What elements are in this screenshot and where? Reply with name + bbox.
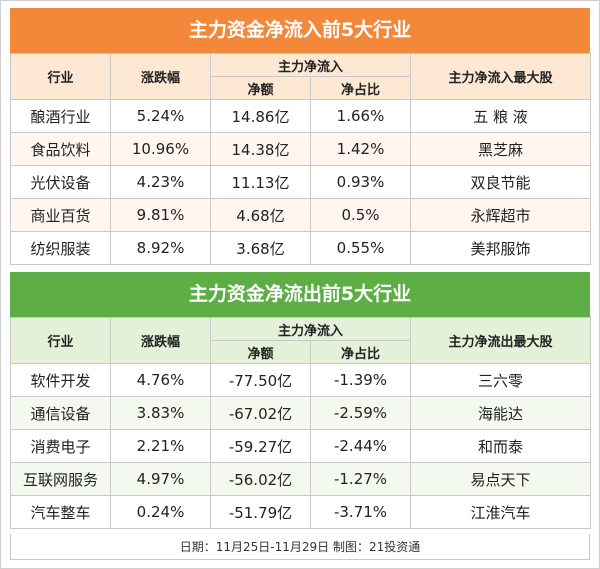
outflow-title: 主力资金净流出前5大行业 [10, 272, 590, 317]
top-stock-cell: 海能达 [410, 396, 592, 430]
ratio-cell: -2.59% [309, 396, 412, 430]
amount-cell: -59.27亿 [210, 429, 311, 463]
footer-note: 日期：11月25日-11月29日 制图：21投资通 [10, 534, 590, 560]
inflow-title: 主力资金净流入前5大行业 [10, 8, 590, 53]
header-amount: 净额 [210, 76, 311, 100]
top-stock-cell: 和而泰 [410, 429, 592, 463]
change-cell: 4.76% [110, 363, 211, 397]
header-industry: 行业 [10, 317, 111, 364]
table-row: 消费电子 2.21% -59.27亿 -2.44% 和而泰 [10, 429, 592, 463]
top-stock-cell: 江淮汽车 [410, 495, 592, 529]
industry-cell: 通信设备 [10, 396, 111, 430]
header-top-stock: 主力净流出最大股 [410, 317, 592, 364]
ratio-cell: -1.39% [309, 363, 412, 397]
amount-cell: -77.50亿 [210, 363, 311, 397]
inflow-table: 行业 涨跌幅 主力净流入 主力净流入最大股 净额 净占比 酿酒行业 5.24% … [10, 53, 592, 265]
industry-cell: 汽车整车 [10, 495, 111, 529]
ratio-cell: 1.66% [309, 99, 412, 133]
amount-cell: 4.68亿 [210, 198, 311, 232]
table-row: 通信设备 3.83% -67.02亿 -2.59% 海能达 [10, 396, 592, 430]
change-cell: 3.83% [110, 396, 211, 430]
table-row: 纺织服装 8.92% 3.68亿 0.55% 美邦服饰 [10, 231, 592, 265]
industry-cell: 酿酒行业 [10, 99, 111, 133]
ratio-cell: 1.42% [309, 132, 412, 166]
amount-cell: 14.38亿 [210, 132, 311, 166]
header-change: 涨跌幅 [110, 317, 211, 364]
header-top-stock: 主力净流入最大股 [410, 53, 592, 100]
header-ratio: 净占比 [309, 76, 412, 100]
industry-cell: 纺织服装 [10, 231, 111, 265]
ratio-cell: 0.55% [309, 231, 412, 265]
table-row: 光伏设备 4.23% 11.13亿 0.93% 双良节能 [10, 165, 592, 199]
industry-cell: 光伏设备 [10, 165, 111, 199]
amount-cell: -51.79亿 [210, 495, 311, 529]
top-stock-cell: 五 粮 液 [410, 99, 592, 133]
ratio-cell: -3.71% [309, 495, 412, 529]
amount-cell: -56.02亿 [210, 462, 311, 496]
header-amount: 净额 [210, 340, 311, 364]
table-row: 互联网服务 4.97% -56.02亿 -1.27% 易点天下 [10, 462, 592, 496]
change-cell: 9.81% [110, 198, 211, 232]
amount-cell: 11.13亿 [210, 165, 311, 199]
change-cell: 10.96% [110, 132, 211, 166]
amount-cell: 3.68亿 [210, 231, 311, 265]
header-industry: 行业 [10, 53, 111, 100]
top-stock-cell: 易点天下 [410, 462, 592, 496]
ratio-cell: 0.93% [309, 165, 412, 199]
table-row: 酿酒行业 5.24% 14.86亿 1.66% 五 粮 液 [10, 99, 592, 133]
change-cell: 2.21% [110, 429, 211, 463]
change-cell: 4.97% [110, 462, 211, 496]
amount-cell: -67.02亿 [210, 396, 311, 430]
industry-cell: 商业百货 [10, 198, 111, 232]
outflow-table: 行业 涨跌幅 主力净流入 主力净流出最大股 净额 净占比 软件开发 4.76% … [10, 317, 592, 529]
header-net-flow-group: 主力净流入 [209, 317, 412, 341]
table-row: 食品饮料 10.96% 14.38亿 1.42% 黑芝麻 [10, 132, 592, 166]
header-ratio: 净占比 [309, 340, 412, 364]
change-cell: 5.24% [110, 99, 211, 133]
top-stock-cell: 双良节能 [410, 165, 592, 199]
ratio-cell: -1.27% [309, 462, 412, 496]
ratio-cell: 0.5% [309, 198, 412, 232]
amount-cell: 14.86亿 [210, 99, 311, 133]
change-cell: 0.24% [110, 495, 211, 529]
change-cell: 8.92% [110, 231, 211, 265]
table-row: 软件开发 4.76% -77.50亿 -1.39% 三六零 [10, 363, 592, 397]
top-stock-cell: 黑芝麻 [410, 132, 592, 166]
header-net-flow-group: 主力净流入 [209, 53, 412, 77]
industry-cell: 软件开发 [10, 363, 111, 397]
industry-cell: 消费电子 [10, 429, 111, 463]
top-stock-cell: 三六零 [410, 363, 592, 397]
top-stock-cell: 美邦服饰 [410, 231, 592, 265]
industry-cell: 互联网服务 [10, 462, 111, 496]
ratio-cell: -2.44% [309, 429, 412, 463]
change-cell: 4.23% [110, 165, 211, 199]
table-row: 汽车整车 0.24% -51.79亿 -3.71% 江淮汽车 [10, 495, 592, 529]
header-change: 涨跌幅 [110, 53, 211, 100]
table-row: 商业百货 9.81% 4.68亿 0.5% 永辉超市 [10, 198, 592, 232]
industry-cell: 食品饮料 [10, 132, 111, 166]
top-stock-cell: 永辉超市 [410, 198, 592, 232]
